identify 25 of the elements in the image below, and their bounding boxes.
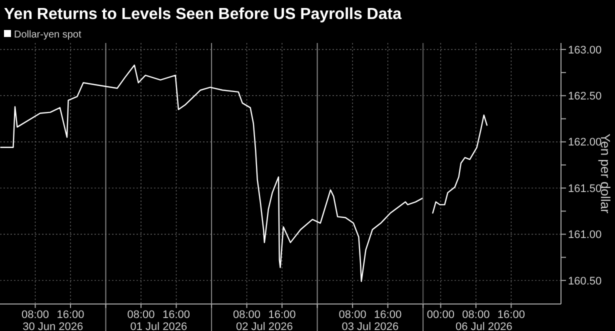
x-tick-label: 08:00 bbox=[127, 309, 155, 321]
x-tick-label: 16:00 bbox=[268, 309, 296, 321]
x-tick-label: 08:00 bbox=[21, 309, 50, 321]
y-tick-label: 162.50 bbox=[568, 90, 602, 103]
x-tick-label: 16:00 bbox=[56, 309, 84, 321]
x-tick-label: 16:00 bbox=[497, 309, 525, 321]
y-tick-label: 161.00 bbox=[568, 229, 602, 242]
x-tick-label: 16:00 bbox=[374, 309, 402, 321]
x-tick-label: 08:00 bbox=[462, 309, 490, 321]
x2-tick-label: 02 Jul 2026 bbox=[236, 321, 293, 331]
x-tick-label: 00:00 bbox=[426, 309, 454, 321]
y-tick-label: 163.00 bbox=[568, 44, 602, 56]
x2-tick-label: 01 Jul 2026 bbox=[130, 321, 188, 331]
legend-label: Dollar-yen spot bbox=[14, 30, 82, 40]
text: 06 Jul 2026 bbox=[456, 321, 512, 331]
chart-title: Yen Returns to Levels Seen Before US Payrolls Data bbox=[4, 6, 402, 23]
x-tick-label: 08:00 bbox=[338, 309, 366, 321]
x-tick-label: 16:00 bbox=[162, 309, 190, 321]
line-series bbox=[432, 114, 488, 214]
y-tick-label: 161.50 bbox=[568, 182, 602, 195]
x2-tick-label: 03 Jul 2026 bbox=[342, 321, 399, 331]
x2-tick-label: 30 Jun 2026 bbox=[22, 321, 84, 331]
y-tick-label: 160.50 bbox=[568, 275, 602, 288]
x-tick-label: 08:00 bbox=[233, 309, 261, 321]
y-tick-label: 162.00 bbox=[568, 136, 602, 149]
